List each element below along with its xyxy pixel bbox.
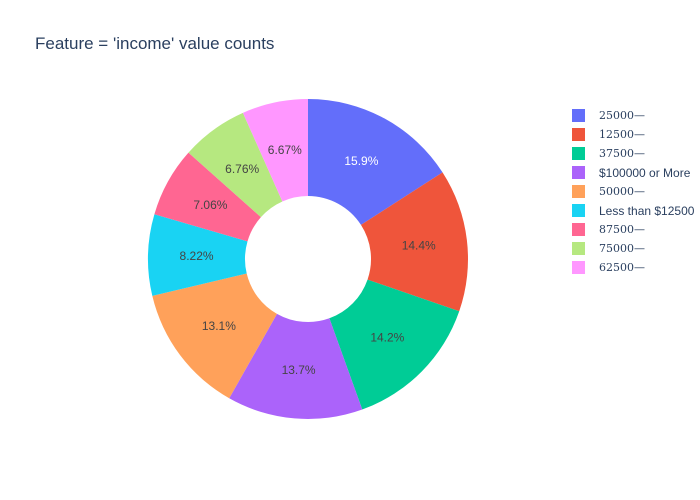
slice-percent-label: 14.2%	[370, 330, 404, 344]
legend-label: 62500—	[599, 261, 645, 274]
legend-label: 12500—	[599, 128, 645, 141]
legend-swatch	[572, 128, 585, 141]
donut-slice	[242, 99, 308, 202]
donut-slice	[329, 279, 460, 410]
slice-percent-label: 6.67%	[268, 143, 302, 157]
chart-title: Feature = 'income' value counts	[35, 34, 275, 53]
legend-label: 75000—	[599, 242, 645, 255]
donut-slice	[148, 214, 248, 296]
slice-percent-label: 6.76%	[225, 162, 259, 176]
legend-item[interactable]: 75000—	[572, 239, 694, 258]
legend-swatch	[572, 223, 585, 236]
donut-slice	[308, 99, 443, 225]
legend-item[interactable]: 37500—	[572, 144, 694, 163]
legend-item[interactable]: 62500—	[572, 258, 694, 277]
legend-swatch	[572, 204, 585, 217]
legend-item[interactable]: $100000 or More	[572, 163, 694, 182]
legend-item[interactable]: 25000—	[572, 106, 694, 125]
slice-percent-label: 14.4%	[402, 239, 436, 253]
legend: 25000— 12500— 37500— $100000 or More 50000— L…	[572, 106, 694, 277]
donut-slice	[152, 273, 277, 399]
slice-percent-label: 15.9%	[344, 154, 378, 168]
donut-slice-labels: 15.9% 14.4% 14.2% 13.7% 13.1% 8.22% 7.06% 6.76%…	[180, 143, 437, 377]
legend-label: 25000—	[599, 109, 645, 122]
legend-label: 50000—	[599, 185, 645, 198]
legend-label: 87500—	[599, 223, 645, 236]
legend-item[interactable]: 12500—	[572, 125, 694, 144]
legend-swatch	[572, 242, 585, 255]
donut-slice	[154, 152, 261, 242]
donut-slices	[148, 99, 468, 419]
slice-percent-label: 13.1%	[202, 319, 236, 333]
legend-swatch	[572, 147, 585, 160]
legend-swatch	[572, 261, 585, 274]
legend-label: Less than $12500	[599, 203, 695, 218]
legend-item[interactable]: 87500—	[572, 220, 694, 239]
legend-label: $100000 or More	[599, 165, 691, 180]
legend-item[interactable]: 50000—	[572, 182, 694, 201]
slice-percent-label: 13.7%	[282, 363, 316, 377]
legend-item[interactable]: Less than $12500	[572, 201, 694, 220]
slice-percent-label: 8.22%	[180, 249, 214, 263]
legend-label: 37500—	[599, 147, 645, 160]
donut-slice	[188, 112, 283, 218]
legend-swatch	[572, 185, 585, 198]
legend-swatch	[572, 166, 585, 179]
slice-percent-label: 7.06%	[193, 198, 227, 212]
donut-slice	[229, 313, 363, 419]
donut-slice	[360, 172, 468, 312]
legend-swatch	[572, 109, 585, 122]
